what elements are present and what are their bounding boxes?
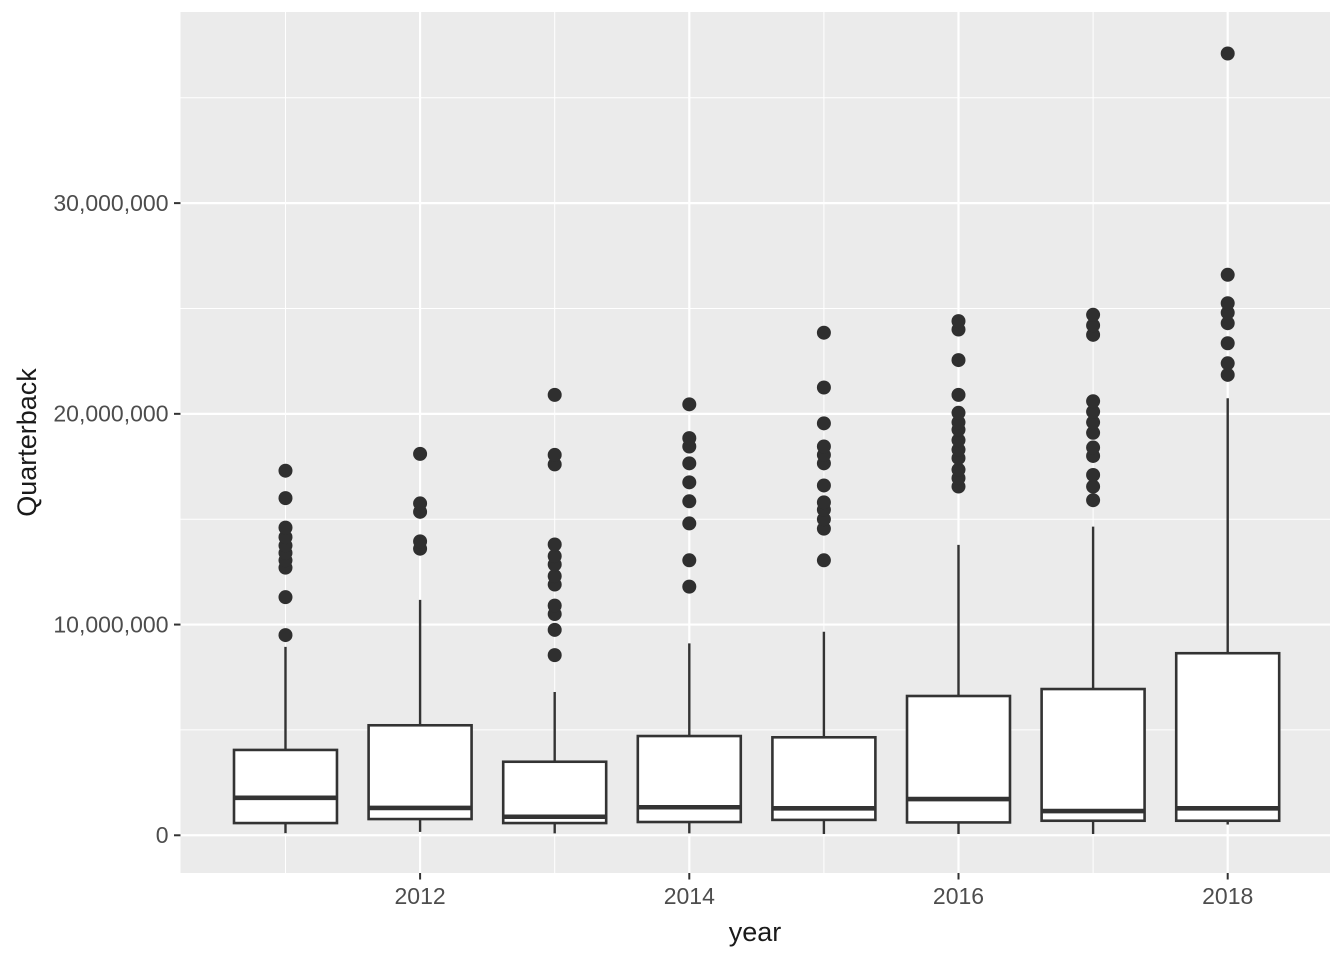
outlier-point: [1220, 46, 1235, 61]
outlier-point: [278, 463, 293, 478]
outlier-point: [1220, 296, 1235, 311]
iqr-box: [905, 694, 1012, 824]
y-tick-label: 30,000,000: [53, 190, 168, 216]
x-tick-label: 2014: [664, 883, 715, 909]
outlier-point: [1220, 356, 1235, 371]
boxplot-2015: [771, 325, 877, 835]
outlier-point: [278, 520, 293, 535]
outlier-point: [682, 397, 697, 412]
x-tick-label: 2018: [1202, 883, 1253, 909]
outlier-point: [682, 456, 697, 471]
axis-tick-marks: [174, 202, 1229, 880]
outlier-point: [1220, 336, 1235, 351]
outlier-point: [1220, 316, 1235, 331]
boxplot-2011: [232, 463, 339, 834]
iqr-box: [1040, 687, 1146, 823]
outlier-point: [278, 491, 293, 506]
boxplot-2018: [1174, 46, 1281, 825]
outlier-point: [413, 496, 428, 511]
iqr-box: [367, 723, 473, 821]
boxplot-2012: [367, 446, 473, 832]
axis-tick-labels: 0 10,000,000 20,000,000 30,000,000 2012 2014 2…: [53, 190, 1253, 909]
outlier-point: [1220, 267, 1235, 282]
outlier-point: [682, 579, 697, 594]
outlier-point: [682, 553, 697, 568]
outlier-point: [547, 549, 562, 564]
outlier-point: [1086, 467, 1101, 482]
outlier-point: [413, 446, 428, 461]
outlier-point: [547, 387, 562, 402]
outlier-point: [816, 478, 831, 493]
outlier-point: [816, 380, 831, 395]
outlier-point: [1086, 440, 1101, 455]
outlier-point: [547, 447, 562, 462]
outlier-point: [1086, 307, 1101, 322]
iqr-box: [1174, 651, 1281, 823]
boxplot-2017: [1040, 307, 1146, 835]
outlier-point: [682, 475, 697, 490]
outlier-point: [816, 325, 831, 340]
outlier-point: [547, 648, 562, 663]
outlier-point: [951, 433, 966, 448]
y-tick-label: 20,000,000: [53, 401, 168, 427]
boxplots: [232, 46, 1281, 835]
boxplot-2013: [501, 387, 608, 834]
plot-panel: [180, 12, 1330, 873]
outlier-point: [951, 405, 966, 420]
outlier-point: [816, 553, 831, 568]
x-axis-title: year: [729, 917, 782, 947]
x-tick-label: 2016: [933, 883, 984, 909]
outlier-point: [951, 353, 966, 368]
outlier-point: [1086, 493, 1101, 508]
y-tick-label: 0: [156, 822, 169, 848]
outlier-point: [413, 534, 428, 549]
boxplot-2016: [905, 314, 1012, 835]
outlier-point: [1086, 404, 1101, 419]
y-tick-label: 10,000,000: [53, 611, 168, 637]
outlier-point: [816, 439, 831, 454]
outlier-point: [1086, 425, 1101, 440]
outlier-point: [278, 628, 293, 643]
outlier-point: [682, 494, 697, 509]
x-tick-label: 2012: [395, 883, 446, 909]
outlier-point: [816, 416, 831, 431]
outlier-point: [951, 462, 966, 477]
boxplot-2014: [636, 397, 743, 834]
outlier-point: [1086, 479, 1101, 494]
outlier-point: [547, 598, 562, 613]
outlier-point: [547, 622, 562, 637]
outlier-point: [1086, 394, 1101, 409]
outlier-point: [547, 569, 562, 584]
outlier-point: [816, 495, 831, 510]
outlier-point: [547, 537, 562, 552]
outlier-point: [682, 516, 697, 531]
outlier-point: [682, 431, 697, 446]
outlier-point: [1086, 318, 1101, 333]
outlier-point: [1220, 367, 1235, 382]
outlier-point: [951, 387, 966, 402]
outlier-point: [1086, 415, 1101, 430]
outlier-point: [278, 590, 293, 605]
iqr-box: [232, 748, 339, 825]
y-axis-title: Quarterback: [12, 368, 42, 517]
iqr-box: [501, 760, 608, 825]
outlier-point: [951, 314, 966, 329]
